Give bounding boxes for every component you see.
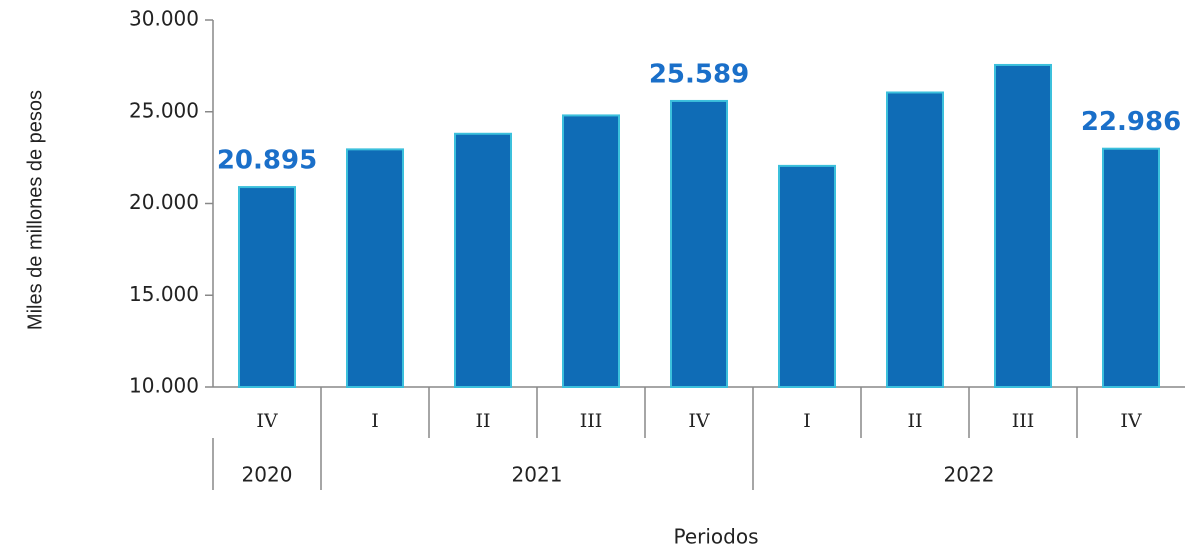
bar: [886, 91, 944, 388]
x-tick-label: III: [580, 410, 603, 432]
bar: [562, 114, 620, 388]
year-label: 2022: [944, 463, 995, 487]
bar: [1102, 147, 1160, 388]
data-label: 25.589: [649, 59, 749, 89]
bar: [778, 164, 836, 388]
bar: [670, 99, 728, 388]
data-label: 22.986: [1081, 107, 1181, 137]
y-tick-label: 30.000: [129, 7, 199, 31]
x-tick-label: IV: [688, 410, 710, 432]
x-tick-label: II: [907, 410, 922, 432]
data-label: 20.895: [217, 146, 317, 176]
x-tick-label: IV: [256, 410, 278, 432]
bar: [994, 63, 1052, 389]
y-tick-label: 10.000: [129, 374, 199, 398]
bar: [238, 186, 296, 388]
x-axis-label: Periodos: [673, 525, 758, 549]
x-tick-label: IV: [1120, 410, 1142, 432]
x-tick-label: I: [803, 410, 811, 432]
y-tick-label: 25.000: [129, 98, 199, 122]
y-tick-label: 20.000: [129, 190, 199, 214]
y-axis-label: Miles de millones de pesos: [24, 90, 46, 330]
x-tick-label: III: [1012, 410, 1035, 432]
x-tick-label: I: [371, 410, 379, 432]
year-label: 2020: [242, 463, 293, 487]
bar: [454, 132, 512, 388]
x-tick-label: II: [475, 410, 490, 432]
year-label: 2021: [512, 463, 563, 487]
bar: [346, 148, 404, 388]
y-tick-label: 15.000: [129, 282, 199, 306]
